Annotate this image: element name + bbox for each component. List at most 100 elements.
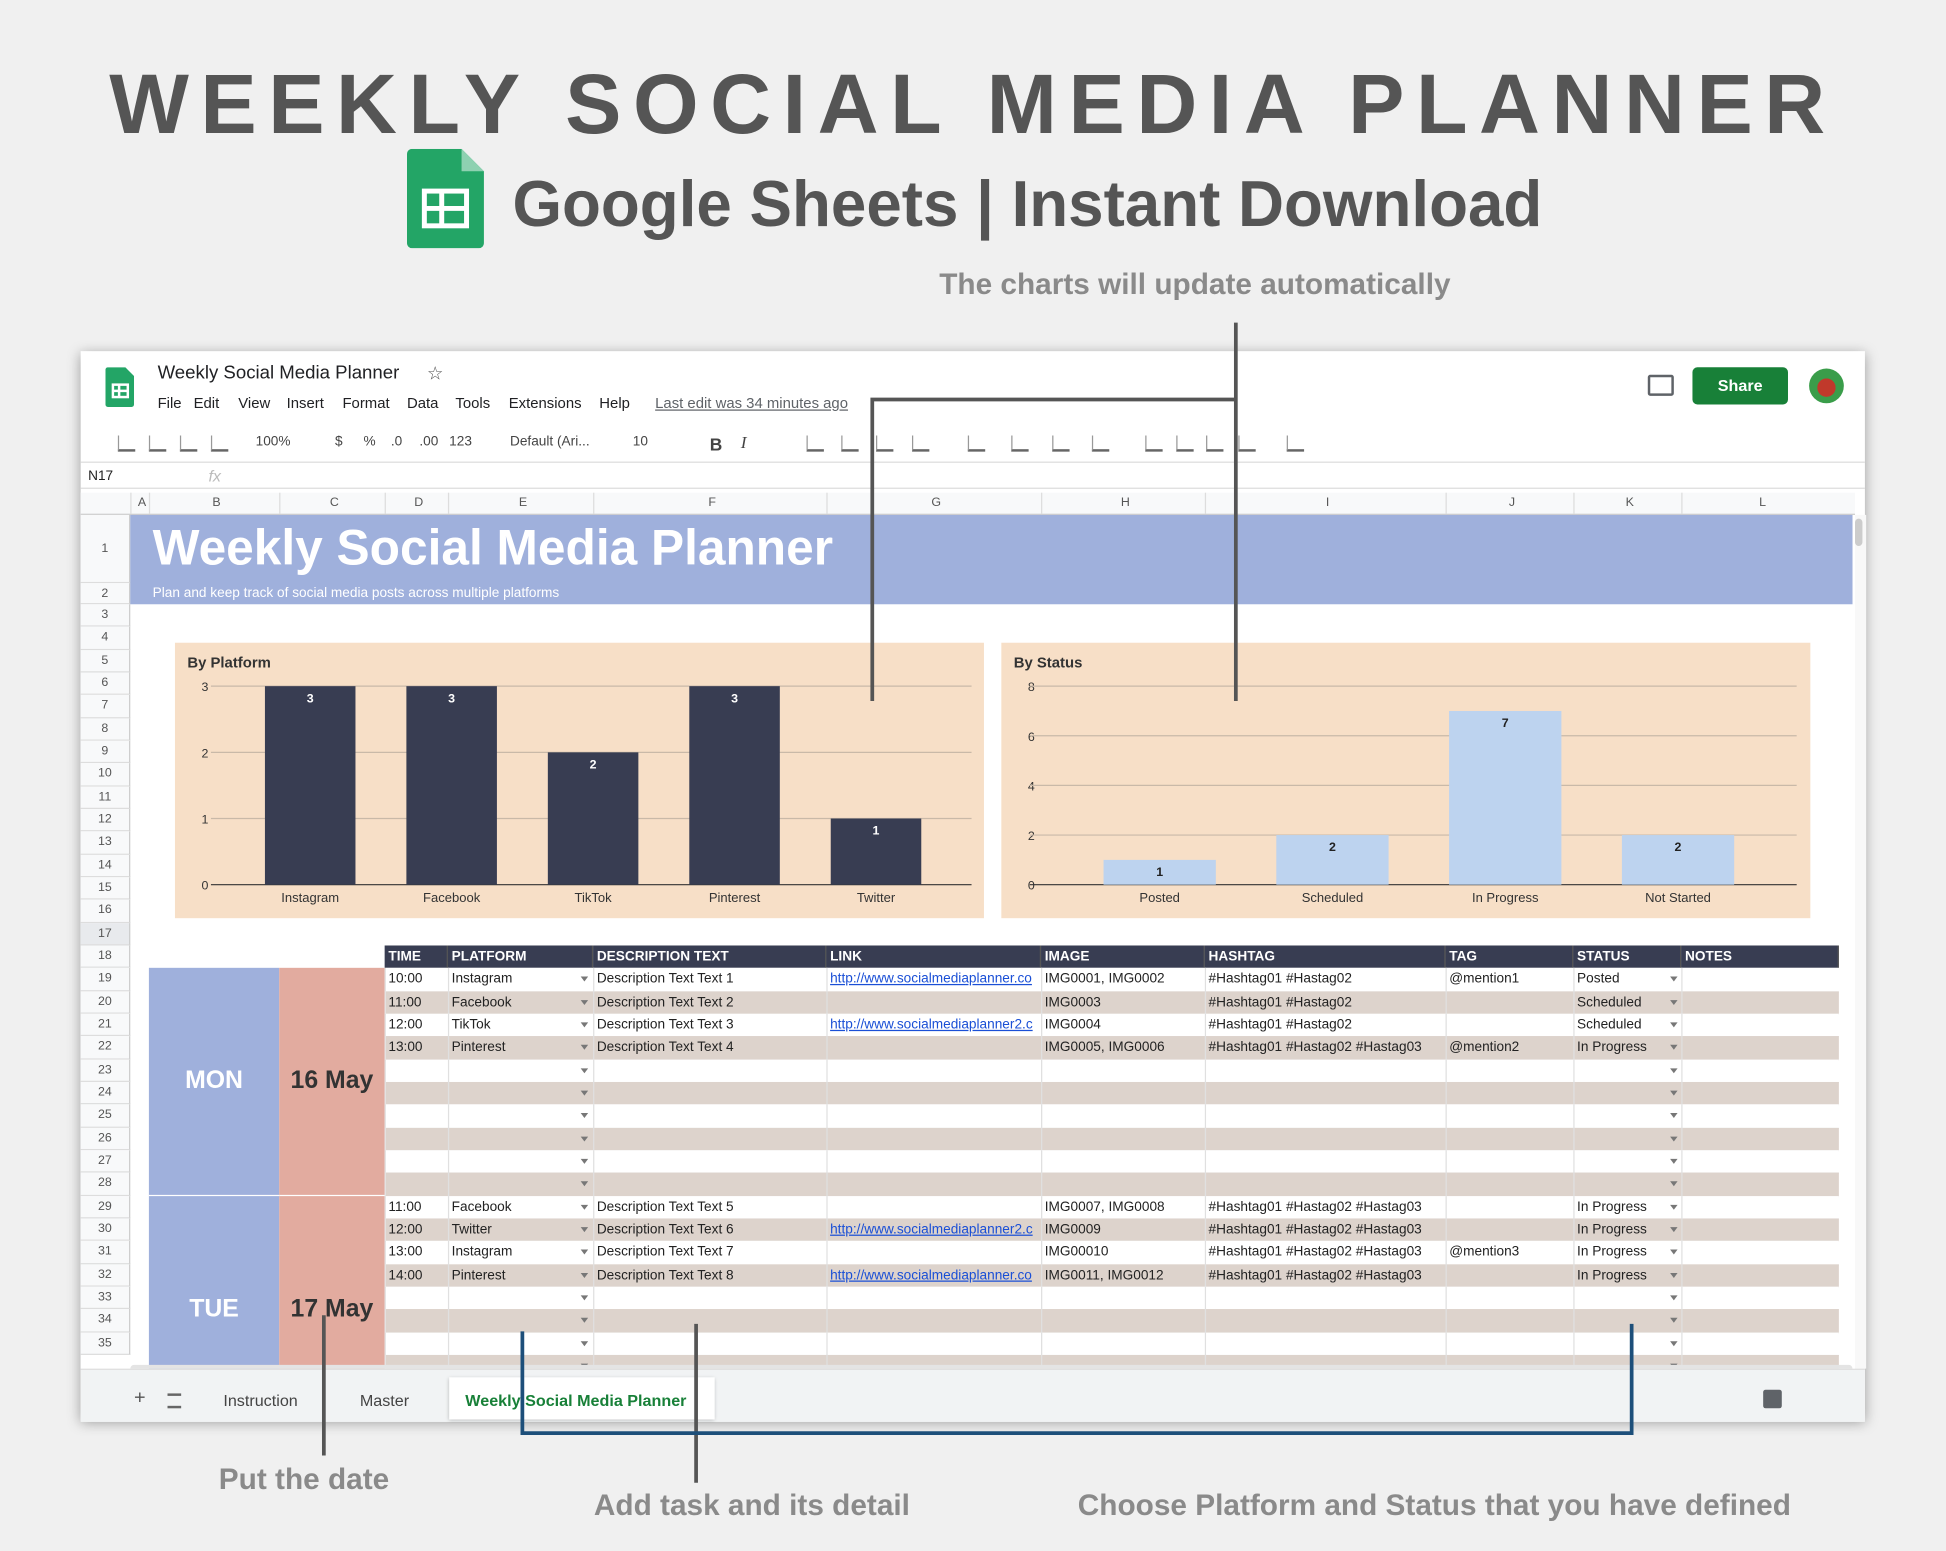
dropdown-arrow[interactable] [580, 1045, 589, 1051]
dropdown-arrow[interactable] [1670, 1204, 1678, 1210]
toolbar-item[interactable]: I [740, 434, 747, 453]
dropdown-arrow[interactable] [1670, 999, 1678, 1005]
dropdown-arrow[interactable] [1670, 1318, 1678, 1323]
sheet-tab[interactable]: Instruction [223, 1390, 298, 1410]
table-cell: Pinterest [451, 1040, 506, 1056]
cell-border [1573, 1195, 1575, 1219]
cell-border [1573, 1263, 1575, 1287]
toolbar-item[interactable]: B [709, 434, 723, 455]
toolbar-item[interactable]: .0 [390, 434, 403, 450]
toolbar-item[interactable]: 10 [632, 434, 649, 450]
cell-border [1041, 1218, 1043, 1242]
dropdown-arrow[interactable] [580, 1113, 589, 1119]
menu-item[interactable]: Insert [286, 394, 324, 412]
dropdown-arrow[interactable] [580, 1158, 589, 1164]
dropdown-arrow[interactable] [1670, 1158, 1678, 1164]
menu-item[interactable]: Format [342, 394, 390, 412]
cell-border [1681, 1332, 1683, 1355]
menu-item[interactable]: Help [599, 394, 630, 412]
table-cell: 12:00 [388, 1017, 423, 1033]
dropdown-arrow[interactable] [580, 1136, 589, 1142]
cell-border [384, 1036, 386, 1060]
dropdown-arrow[interactable] [580, 1318, 589, 1323]
x-tick-label: Twitter [857, 890, 896, 905]
dropdown-arrow[interactable] [580, 1340, 589, 1346]
dropdown-arrow[interactable] [580, 1204, 589, 1210]
table-cell: #Hashtag01 #Hastag02 [1208, 971, 1352, 987]
toolbar-item[interactable]: % [363, 434, 376, 450]
toolbar-divider [80, 461, 1865, 463]
cell-border [826, 1150, 828, 1173]
dropdown-arrow[interactable] [1670, 1227, 1678, 1232]
toolbar-icon [911, 435, 930, 452]
dropdown-arrow[interactable] [580, 1181, 589, 1187]
cell-border [1573, 1332, 1575, 1355]
y-tick-label: 8 [1028, 680, 1035, 694]
cell-border [826, 1263, 828, 1287]
menu-item[interactable]: Tools [455, 394, 491, 412]
table-cell: Description Text Text 8 [596, 1267, 734, 1283]
cell-border [1041, 1127, 1043, 1151]
dropdown-arrow[interactable] [1670, 976, 1678, 982]
dropdown-arrow[interactable] [1670, 1045, 1678, 1051]
table-cell: #Hashtag01 #Hastag02 #Hastag03 [1208, 1244, 1422, 1260]
dropdown-arrow[interactable] [1670, 1113, 1678, 1119]
dropdown-arrow[interactable] [1670, 1136, 1678, 1142]
row-number: 31 [80, 1241, 131, 1264]
cell-border [593, 990, 595, 1014]
column-letter: J [1445, 492, 1574, 514]
cell-border [1573, 1013, 1575, 1037]
data-label: 2 [1329, 840, 1336, 854]
dropdown-arrow[interactable] [580, 1227, 589, 1232]
dropdown-arrow[interactable] [1670, 1249, 1678, 1255]
cell-border [1681, 968, 1683, 991]
cell-border [1204, 1263, 1207, 1287]
dropdown-arrow[interactable] [580, 999, 589, 1005]
dropdown-arrow[interactable] [580, 976, 589, 982]
table-cell: Description Text Text 7 [596, 1244, 734, 1260]
cell-border [1681, 1241, 1683, 1264]
cell-border [593, 1218, 595, 1242]
sheet-tab[interactable]: Master [359, 1390, 410, 1410]
menu-item[interactable]: View [238, 394, 271, 412]
dropdown-arrow[interactable] [1670, 1022, 1678, 1028]
column-letter: K [1573, 492, 1681, 514]
row-number: 23 [80, 1059, 131, 1082]
menu-item[interactable]: File [157, 394, 182, 412]
dropdown-arrow[interactable] [580, 1249, 589, 1255]
toolbar-item[interactable]: .00 [419, 434, 439, 450]
dropdown-arrow[interactable] [580, 1022, 589, 1028]
toolbar-item[interactable]: 100% [255, 434, 291, 450]
toolbar-item[interactable]: 123 [449, 434, 472, 450]
table-cell: Facebook [451, 1199, 512, 1215]
data-label: 1 [873, 824, 880, 838]
dropdown-arrow[interactable] [1670, 1272, 1678, 1278]
menu-item[interactable]: Edit [193, 394, 220, 412]
table-cell: #Hashtag01 #Hastag02 #Hastag03 [1208, 1040, 1422, 1056]
y-tick-label: 1 [202, 812, 209, 826]
dropdown-arrow[interactable] [1670, 1090, 1678, 1096]
toolbar-item[interactable]: Default (Ari... [509, 434, 590, 450]
cell-border [1573, 1241, 1575, 1264]
dropdown-arrow[interactable] [1670, 1295, 1678, 1301]
cell-border [1681, 1354, 1683, 1369]
table-cell: IMG0003 [1044, 994, 1101, 1010]
dropdown-arrow[interactable] [580, 1090, 589, 1096]
dropdown-arrow[interactable] [1670, 1340, 1678, 1346]
toolbar-item[interactable]: $ [335, 434, 343, 450]
dropdown-arrow[interactable] [580, 1272, 589, 1278]
dropdown-arrow[interactable] [1670, 1067, 1678, 1073]
menu-item[interactable]: Data [406, 394, 439, 412]
sheet-tab[interactable]: Weekly Social Media Planner [465, 1390, 687, 1410]
cell-border [1041, 1104, 1043, 1128]
add-tab[interactable]: + [134, 1387, 146, 1409]
x-tick-label: Instagram [281, 890, 339, 905]
menu-item[interactable]: Extensions [508, 394, 582, 412]
table-row [385, 1150, 1839, 1175]
cell-border [1573, 1150, 1575, 1173]
share-button[interactable]: Share [1692, 367, 1788, 405]
dropdown-arrow[interactable] [1670, 1181, 1678, 1187]
dropdown-arrow[interactable] [580, 1067, 589, 1073]
row-number: 25 [80, 1104, 131, 1128]
dropdown-arrow[interactable] [580, 1295, 589, 1301]
